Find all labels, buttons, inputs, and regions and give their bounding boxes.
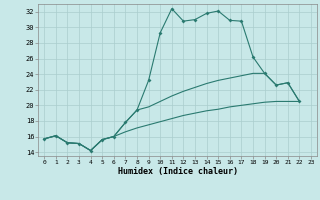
X-axis label: Humidex (Indice chaleur): Humidex (Indice chaleur)	[118, 167, 238, 176]
